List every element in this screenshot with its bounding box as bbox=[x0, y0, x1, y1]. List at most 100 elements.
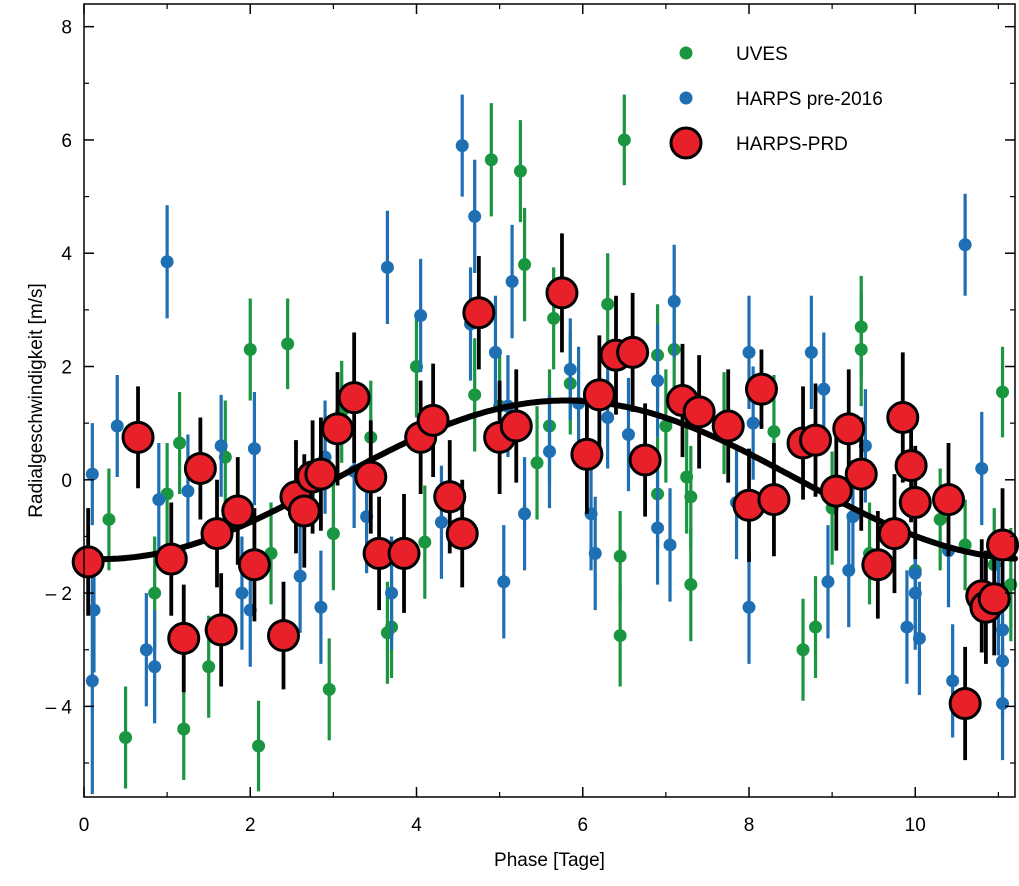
harps-pre-point bbox=[148, 660, 162, 674]
legend-uves-marker bbox=[679, 46, 693, 60]
harps-pre-point bbox=[667, 294, 681, 308]
uves-point bbox=[684, 578, 698, 592]
axes-layer: 0 2 4 6 8 10 – 4 – 2 0 2 4 6 8 bbox=[46, 4, 1015, 836]
harps-prd-point bbox=[898, 485, 932, 519]
harps-prd-point bbox=[462, 296, 496, 330]
legend-harps-prd-label: HARPS-PRD bbox=[736, 134, 848, 155]
uves-point bbox=[322, 682, 336, 696]
harps-prd-point bbox=[819, 474, 853, 508]
harps-pre-point bbox=[746, 416, 760, 430]
uves-point bbox=[854, 343, 868, 357]
harps-prd-point bbox=[287, 494, 321, 528]
uves-point bbox=[281, 337, 295, 351]
harps-pre-point bbox=[651, 374, 665, 388]
uves-point bbox=[601, 297, 615, 311]
prd-layer bbox=[71, 233, 1019, 761]
harps-pre-point bbox=[414, 309, 428, 323]
uves-point bbox=[659, 419, 673, 433]
harps-pre-point bbox=[975, 461, 989, 475]
uves-point bbox=[996, 385, 1010, 399]
uves-point bbox=[518, 258, 532, 272]
harps-prd-point bbox=[354, 460, 388, 494]
harps-pre-point bbox=[563, 362, 577, 376]
harps-prd-point bbox=[237, 548, 271, 582]
uves-point bbox=[468, 388, 482, 402]
x-tick-label: 6 bbox=[577, 815, 588, 836]
uves-point bbox=[326, 527, 340, 541]
uves-point bbox=[613, 629, 627, 643]
harps-pre-point bbox=[468, 209, 482, 223]
harps-prd-point bbox=[977, 582, 1011, 616]
harps-pre-point bbox=[160, 255, 174, 269]
harps-pre-point bbox=[380, 260, 394, 274]
uves-point bbox=[177, 722, 191, 736]
harps-prd-point bbox=[200, 517, 234, 551]
harps-pre-point bbox=[742, 600, 756, 614]
harps-prd-point bbox=[445, 517, 479, 551]
harps-pre-point bbox=[958, 238, 972, 252]
x-tick-label: 2 bbox=[245, 815, 256, 836]
harps-prd-point bbox=[986, 528, 1019, 562]
harps-pre-point bbox=[455, 139, 469, 153]
harps-prd-point bbox=[877, 517, 911, 551]
harps-prd-point bbox=[121, 420, 155, 454]
harps-prd-point bbox=[861, 548, 895, 582]
harps-prd-point bbox=[682, 395, 716, 429]
legend-harps-pre-label: HARPS pre-2016 bbox=[736, 89, 883, 110]
harps-pre-point bbox=[846, 510, 860, 524]
harps-pre-point bbox=[181, 484, 195, 498]
legend-harps-prd-marker bbox=[669, 126, 703, 160]
harps-pre-point bbox=[900, 620, 914, 634]
harps-pre-point bbox=[518, 507, 532, 521]
uves-point bbox=[613, 549, 627, 563]
harps-prd-point bbox=[499, 409, 533, 443]
harps-pre-point bbox=[651, 521, 665, 535]
uves-point bbox=[767, 425, 781, 439]
harps-prd-point bbox=[154, 542, 188, 576]
harps-prd-point bbox=[545, 276, 579, 310]
uves-point bbox=[796, 643, 810, 657]
harps-prd-point bbox=[387, 536, 421, 570]
series-layer bbox=[85, 94, 1018, 795]
uves-point bbox=[530, 456, 544, 470]
harps-prd-point bbox=[582, 378, 616, 412]
y-tick-label: – 4 bbox=[46, 697, 73, 718]
harps-prd-point bbox=[416, 403, 450, 437]
harps-prd-point bbox=[757, 483, 791, 517]
harps-prd-point bbox=[932, 483, 965, 517]
harps-pre-point bbox=[497, 575, 511, 589]
harps-pre-point bbox=[488, 345, 502, 359]
harps-pre-point bbox=[85, 467, 99, 481]
harps-prd-point bbox=[711, 409, 745, 443]
harps-prd-point bbox=[744, 372, 778, 406]
harps-pre-point bbox=[588, 546, 602, 560]
uves-point bbox=[243, 343, 257, 357]
harps-pre-point bbox=[385, 586, 399, 600]
harps-pre-point bbox=[821, 575, 835, 589]
plot-frame bbox=[83, 3, 1016, 798]
harps-pre-point bbox=[139, 643, 153, 657]
harps-pre-point bbox=[152, 493, 166, 507]
y-axis-label: Radialgeschwindigkeit [m/s] bbox=[26, 283, 47, 517]
harps-prd-point bbox=[948, 687, 982, 721]
uves-point bbox=[933, 512, 947, 526]
y-tick-label: 8 bbox=[61, 18, 72, 39]
harps-prd-point bbox=[570, 437, 604, 471]
uves-point bbox=[513, 164, 527, 178]
harps-prd-point bbox=[304, 457, 338, 491]
harps-prd-point bbox=[71, 545, 105, 579]
y-tick-label: 6 bbox=[61, 131, 72, 152]
uves-point bbox=[684, 490, 698, 504]
harps-pre-point bbox=[601, 410, 615, 424]
harps-prd-point bbox=[886, 400, 920, 434]
harps-pre-point bbox=[912, 631, 926, 645]
harps-pre-point bbox=[85, 674, 99, 688]
harps-pre-point bbox=[434, 515, 448, 529]
harps-pre-point bbox=[214, 439, 228, 453]
x-tick-label: 10 bbox=[905, 815, 926, 836]
legend-harps-pre-marker bbox=[679, 91, 693, 105]
uves-point bbox=[202, 660, 216, 674]
harps-prd-point bbox=[321, 412, 355, 446]
x-tick-label: 0 bbox=[79, 815, 90, 836]
legend: UVES HARPS pre-2016 HARPS-PRD bbox=[669, 44, 883, 160]
